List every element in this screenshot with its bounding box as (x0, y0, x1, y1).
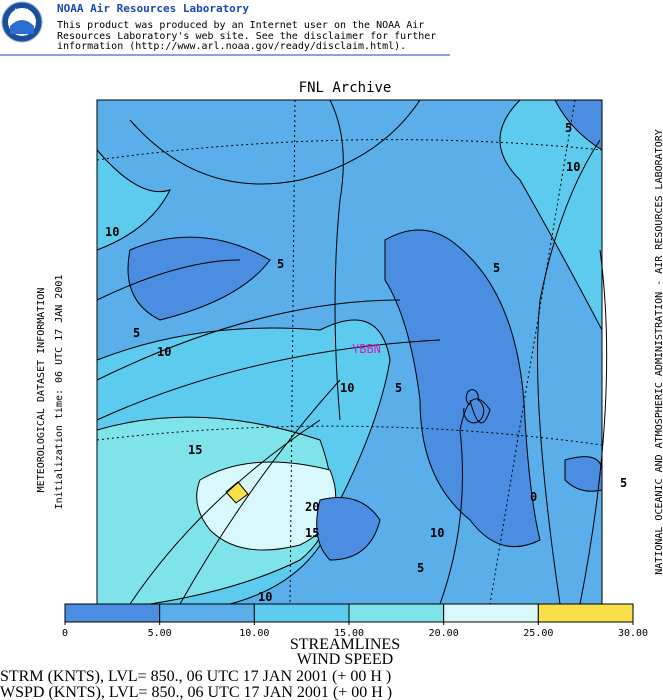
logo-wave (10, 20, 34, 34)
contour-label: 5 (565, 121, 572, 135)
contour-label: 5 (277, 257, 284, 271)
colorbar-label: 25.00 (523, 628, 553, 639)
side-label: Initialization time: 06 UTC 17 JAN 2001 (54, 275, 65, 510)
colorbar-segment (443, 603, 539, 623)
header-line: information (http://www.arl.noaa.gov/rea… (57, 41, 406, 52)
contour-label: 10 (340, 381, 354, 395)
contour-label: 10 (258, 590, 272, 604)
colorbar-label: 30.00 (618, 628, 648, 639)
contour-label: 5 (620, 476, 627, 490)
streamlines (96, 99, 608, 605)
region (196, 461, 337, 551)
colorbar-label: 10.00 (239, 628, 269, 639)
footer-line: STREAMLINES (290, 636, 400, 653)
footer-line: WIND SPEED (297, 651, 393, 668)
colorbar-segment (159, 603, 255, 623)
region (384, 229, 541, 548)
contour-label: 5 (395, 381, 402, 395)
region (127, 236, 271, 321)
header-line: Resources Laboratory's web site. See the… (57, 31, 436, 42)
contour-label: 10 (105, 225, 119, 239)
station-label: YBBN (352, 342, 381, 356)
side-label: METEOROLOGICAL DATASET INFORMATION (36, 288, 47, 493)
region (316, 497, 381, 561)
contour-label: 15 (188, 443, 202, 457)
grid-curve (96, 139, 603, 446)
contour-label: 20 (305, 500, 319, 514)
region (499, 99, 603, 331)
region (96, 148, 171, 251)
header-line: This product was produced by an Internet… (57, 20, 424, 31)
colorbar-segment (253, 603, 350, 623)
colorbar-label: 5.00 (148, 628, 172, 639)
map-title: FNL Archive (299, 80, 392, 96)
colorbar-label: 15.00 (334, 628, 364, 639)
contour-label: 10 (430, 526, 444, 540)
contour-label: 5 (493, 261, 500, 275)
contour-label: 10 (157, 345, 171, 359)
grid-curve (289, 99, 576, 605)
footer-line: WSPD (KNTS), LVL= 850., 06 UTC 17 JAN 20… (0, 684, 392, 700)
header-title: NOAA Air Resources Laboratory (57, 2, 249, 15)
contour-label: 15 (305, 526, 319, 540)
colorbar-label: 0 (62, 628, 68, 639)
contour-label: 10 (566, 160, 580, 174)
contour-label: 5 (133, 326, 140, 340)
map (96, 99, 608, 605)
region (225, 481, 249, 504)
colorbar-segment (537, 603, 634, 623)
colorbar-segment (64, 603, 161, 623)
footer-line: STRM (KNTS), LVL= 850., 06 UTC 17 JAN 20… (0, 668, 391, 685)
contour-label: 5 (417, 561, 424, 575)
side-label: NATIONAL OCEANIC AND ATMOSPHERIC ADMINIS… (654, 129, 663, 575)
colorbar-label: 20.00 (429, 628, 459, 639)
contour-label: 0 (530, 490, 537, 504)
colorbar-segment (348, 603, 445, 623)
logo-text: NOAA (15, 8, 30, 15)
